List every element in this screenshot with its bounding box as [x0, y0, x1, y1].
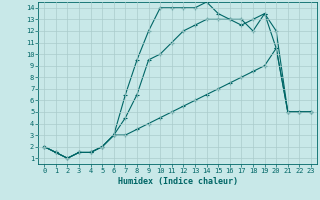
X-axis label: Humidex (Indice chaleur): Humidex (Indice chaleur) [118, 177, 238, 186]
